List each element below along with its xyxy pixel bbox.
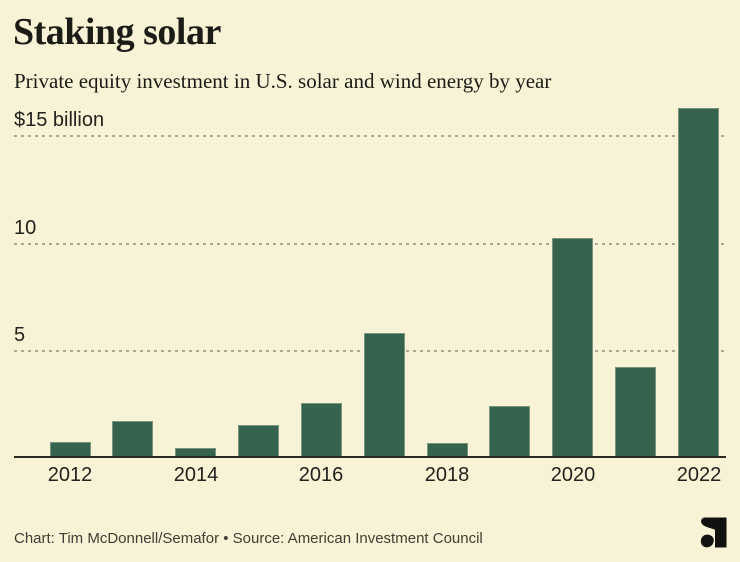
semafor-logo xyxy=(700,517,727,548)
bar-2012 xyxy=(50,442,91,457)
bar-2016 xyxy=(301,403,342,457)
y-tick-label-5: 5 xyxy=(14,324,26,346)
bar-2020 xyxy=(552,238,593,457)
x-tick-label-2022: 2022 xyxy=(676,464,722,486)
bar-2022 xyxy=(678,108,719,457)
x-tick-label-2014: 2014 xyxy=(173,464,219,486)
x-tick-label-2016: 2016 xyxy=(298,464,344,486)
gridline-10 xyxy=(14,243,726,245)
bar-2014 xyxy=(175,448,216,457)
chart-title: Staking solar xyxy=(13,11,221,53)
y-tick-label-15: $15 billion xyxy=(14,109,105,131)
bar-2015 xyxy=(238,425,279,457)
gridline-15 xyxy=(14,135,726,137)
x-tick-label-2012: 2012 xyxy=(47,464,93,486)
bar-2013 xyxy=(112,421,153,457)
chart-subtitle: Private equity investment in U.S. solar … xyxy=(14,69,552,93)
credit-line: Chart: Tim McDonnell/Semafor • Source: A… xyxy=(14,530,483,547)
x-tick-label-2020: 2020 xyxy=(550,464,596,486)
bar-2021 xyxy=(615,367,656,457)
bar-2019 xyxy=(489,406,530,457)
bar-2018 xyxy=(427,443,468,457)
bar-2017 xyxy=(364,333,405,457)
x-axis-line xyxy=(14,456,726,458)
y-tick-label-10: 10 xyxy=(14,217,37,239)
x-tick-label-2018: 2018 xyxy=(424,464,470,486)
